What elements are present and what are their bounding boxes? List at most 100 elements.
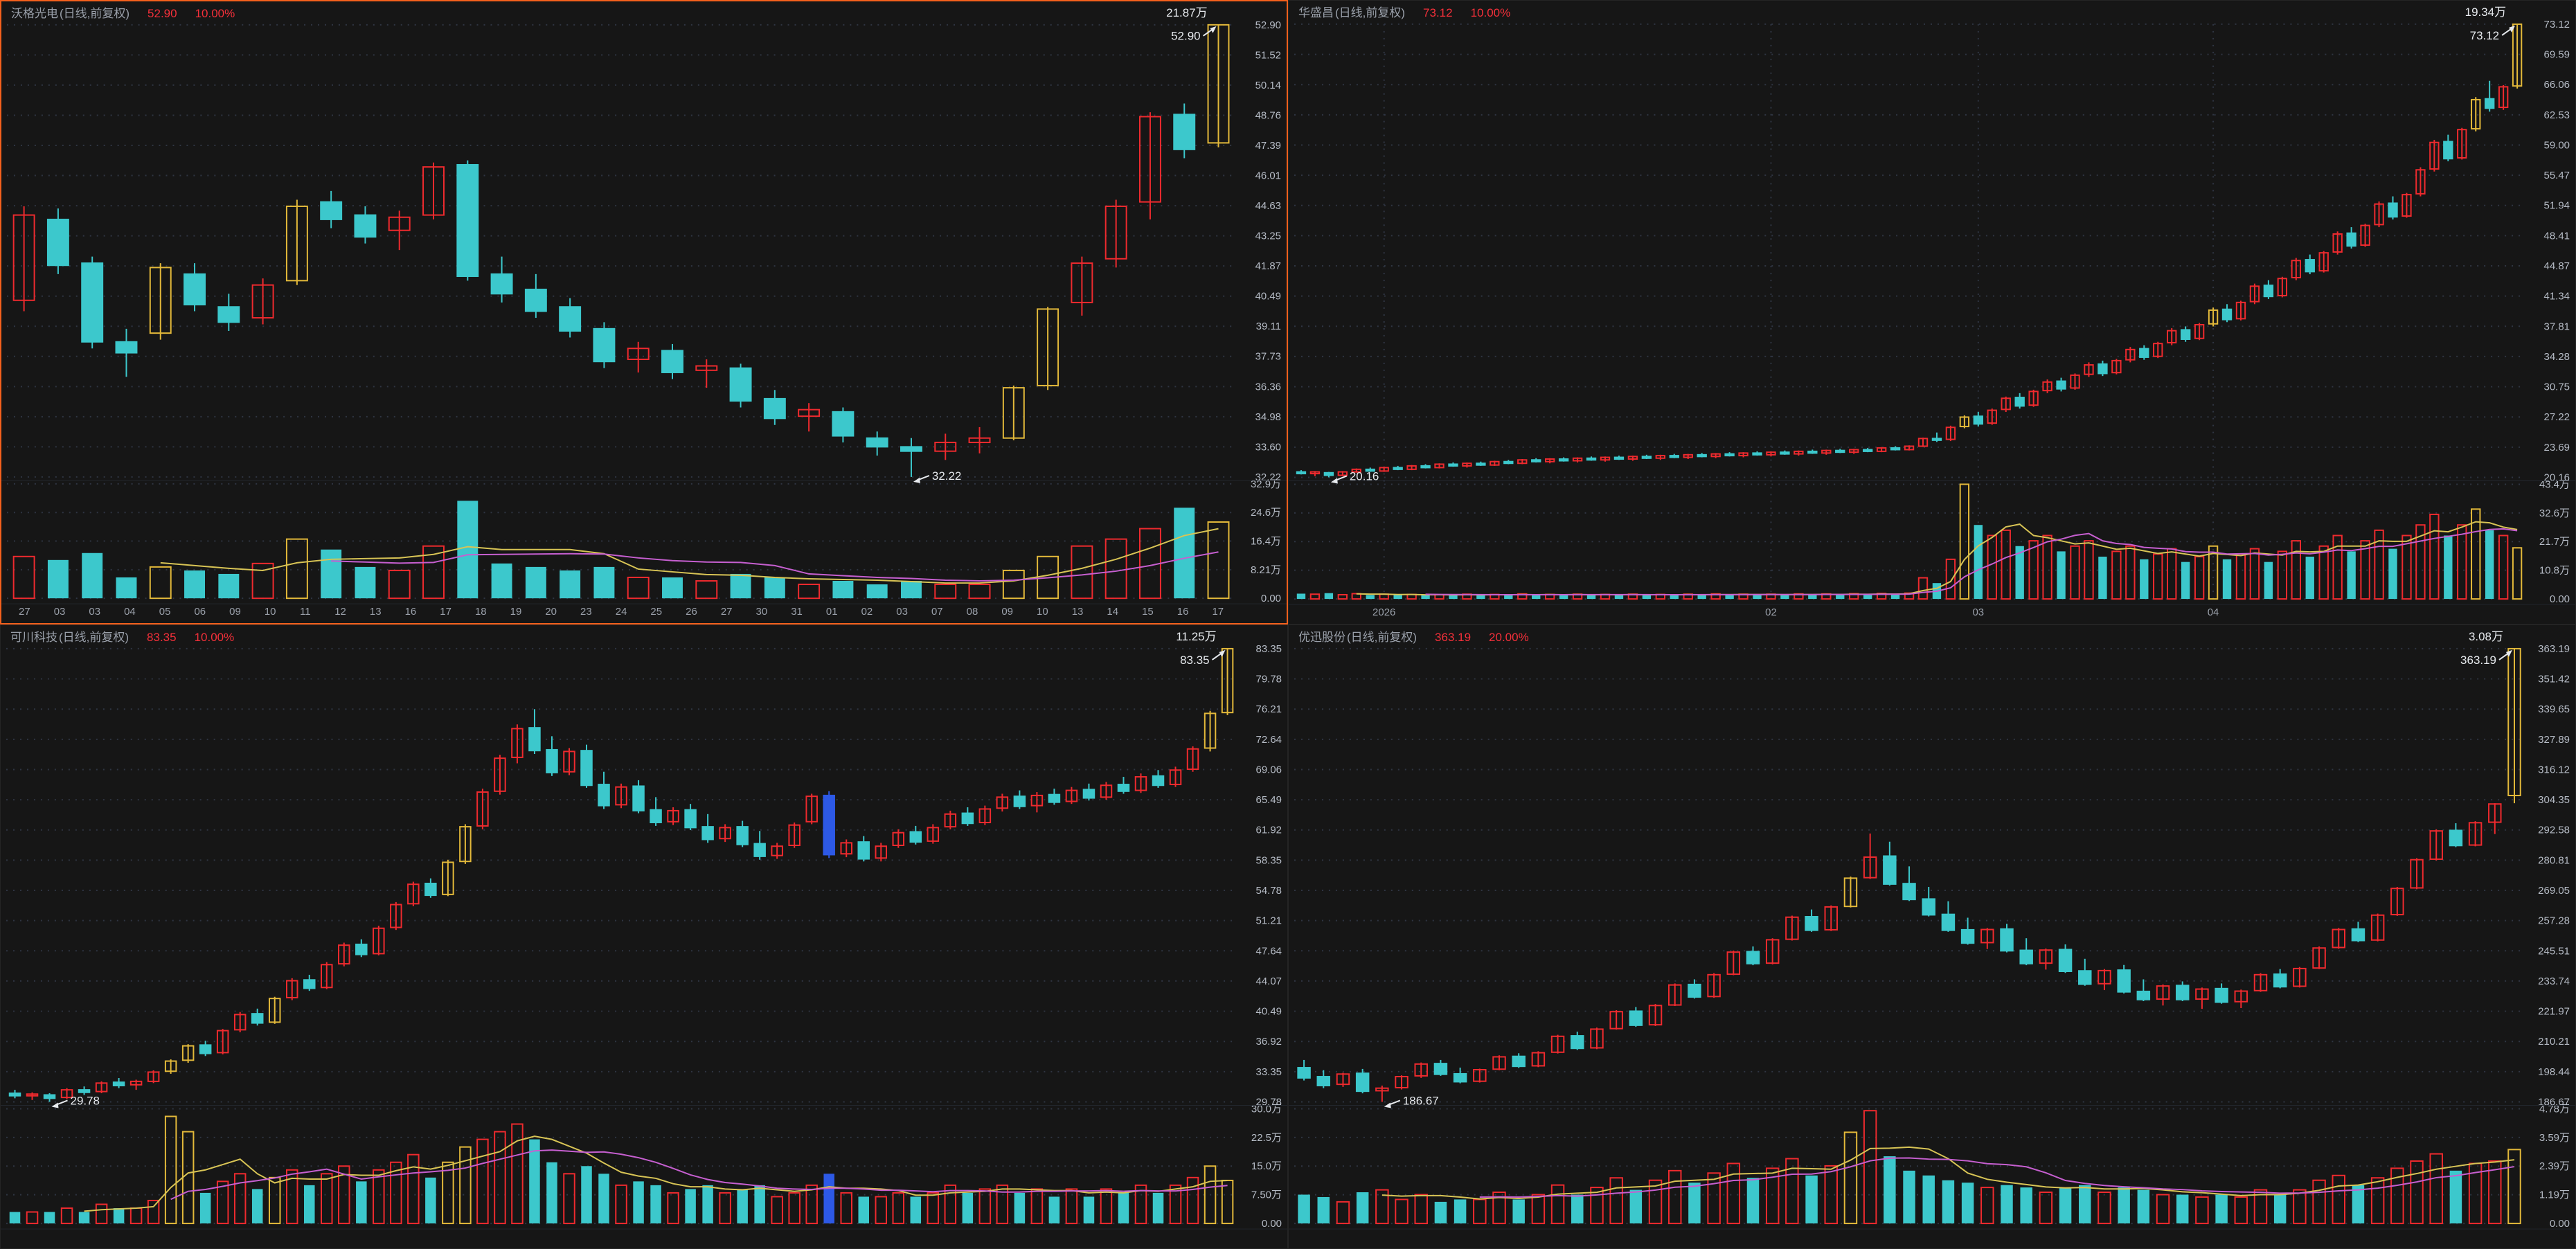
volume-bar [1174, 507, 1195, 599]
volume-bar [1309, 593, 1321, 600]
volume-bar [563, 1173, 575, 1225]
chart-panel-youxun-gufen[interactable]: 优迅股份 (日线,前复权) 363.19 20.00% 363.19 351.42 339… [1288, 624, 2576, 1249]
volume-bar [1571, 1194, 1584, 1224]
volume-bar [2084, 540, 2094, 600]
max-price-annotation: 52.90 [1171, 30, 1200, 43]
volume-bar [9, 1212, 21, 1224]
candle-body [1453, 1072, 1467, 1083]
volume-bar [218, 573, 240, 599]
price-axis-label: 198.44 [2538, 1066, 2570, 1078]
volume-bar [2253, 1189, 2268, 1225]
volume-bar [650, 1185, 661, 1224]
candle-body [112, 1081, 125, 1087]
volume-bar [2488, 1160, 2502, 1225]
volume-bar [662, 577, 683, 599]
candle-body [2498, 86, 2509, 109]
candle-body [1037, 308, 1059, 386]
volume-bar [321, 549, 342, 599]
candle-body [2058, 949, 2073, 972]
price-axis-label: 304.35 [2538, 794, 2570, 806]
candle-body [546, 748, 558, 773]
volume-bar [422, 545, 445, 600]
volume-bar [1959, 483, 1970, 600]
volume-bar [1922, 1175, 1935, 1224]
max-volume-annotation: 19.34万 [2465, 6, 2506, 19]
candle-body [1503, 460, 1514, 465]
volume-bar [2401, 534, 2412, 600]
volume-bar [268, 1176, 281, 1225]
volume-bar [1974, 525, 1983, 600]
candle-body [442, 861, 454, 895]
volume-bar [1805, 1175, 1818, 1224]
price-axis-label: 210.21 [2538, 1036, 2570, 1048]
candle-body [1531, 1052, 1546, 1067]
x-axis-label: 15 [1142, 606, 1154, 618]
candle-body [1476, 462, 1486, 466]
max-annotation-arrowhead [1219, 649, 1226, 657]
chart-panel-huashengchang[interactable]: 华盛昌 (日线,前复权) 73.12 10.00% 73.12 69.59 66.06 62… [1288, 0, 2576, 624]
candle-body [1082, 789, 1095, 799]
candle-body [968, 437, 991, 444]
candle-body [2039, 949, 2053, 964]
candle-body [1550, 1035, 1565, 1053]
candle-body [1296, 471, 1307, 475]
last-price: 52.90 [147, 7, 177, 20]
candle-body [1490, 460, 1500, 466]
candle-body [832, 411, 855, 437]
candle-body [12, 214, 35, 301]
candle-body [2117, 969, 2131, 993]
volume-bar [2137, 1189, 2150, 1224]
volume-bar [2208, 545, 2219, 600]
candle-body [2312, 947, 2326, 969]
volume-bar [78, 1212, 90, 1224]
volume-bar [529, 1139, 540, 1224]
volume-bar [1083, 1196, 1095, 1224]
volume-axis-label: 10.8万 [2539, 565, 2570, 577]
candle-body [1843, 877, 1858, 908]
price-axis-label: 48.41 [2544, 230, 2570, 242]
min-annotation-arrowhead [51, 1102, 59, 1108]
candle-body [701, 826, 714, 841]
candle-body [2014, 397, 2025, 407]
candle-body [1648, 1005, 1663, 1026]
price-axis-label: 52.90 [1255, 19, 1281, 31]
candle-body [2028, 390, 2039, 406]
candle-body [2098, 969, 2111, 985]
candle-body [978, 808, 992, 824]
x-axis-label: 02 [1765, 606, 1777, 618]
candle-body [268, 998, 281, 1023]
volume-bar [2415, 524, 2426, 600]
candle-body [661, 350, 683, 373]
candle-body [129, 1080, 143, 1086]
volume-bar [892, 1192, 905, 1225]
volume-ma10-line [1479, 1157, 2515, 1198]
candle-body [627, 348, 650, 361]
candle-body [1980, 928, 1994, 944]
volume-bar [598, 1174, 609, 1224]
volume-bar [2194, 556, 2205, 600]
candle-body [684, 809, 697, 829]
volume-bar [2118, 1187, 2130, 1224]
candle-body [2215, 987, 2228, 1003]
volume-bar [2429, 513, 2440, 600]
candle-body [1221, 647, 1234, 714]
candle-body [1297, 1067, 1311, 1079]
price-axis-label: 39.11 [1256, 321, 1281, 332]
volume-bar [927, 1192, 940, 1225]
min-price-annotation: 20.16 [1350, 469, 1379, 483]
volume-bar [2360, 540, 2370, 600]
volume-bar [2059, 1187, 2072, 1224]
volume-bar [184, 570, 206, 599]
volume-bar [1152, 1192, 1164, 1224]
volume-bar [2098, 1192, 2111, 1225]
chart-panel-woge-guangdian[interactable]: 沃格光电 (日线,前复权) 52.90 10.00% 52.90 51.52 50.14 4… [0, 0, 1288, 624]
candle-body [2156, 985, 2170, 1000]
volume-axis-label: 7.50万 [1251, 1189, 1282, 1201]
volume-bar [1356, 1192, 1369, 1224]
candle-body [1558, 458, 1569, 462]
volume-bar [2277, 550, 2288, 600]
chart-panel-kechuan-keji[interactable]: 可川科技 (日线,前复权) 83.35 10.00% 83.35 79.78 76.21 7… [0, 624, 1288, 1249]
panel-title: 优迅股份 (日线,前复权) 363.19 20.00% [1298, 627, 1529, 645]
price-axis-label: 48.76 [1255, 109, 1281, 121]
